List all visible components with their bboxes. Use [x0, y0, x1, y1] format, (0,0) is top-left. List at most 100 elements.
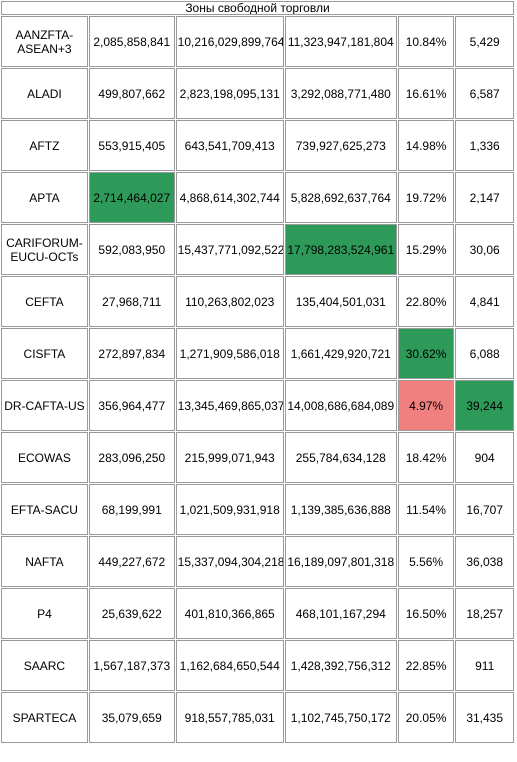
cell: 1,661,429,920,721 [284, 328, 397, 379]
cell: 1,271,909,586,018 [175, 328, 284, 379]
table-row: ALADI 499,807,662 2,823,198,095,131 3,292,0… [1, 68, 514, 119]
cell: 2,085,858,841 [88, 16, 175, 67]
cell: 39,244 [455, 380, 514, 431]
cell: 1,336 [455, 120, 514, 171]
cell: 17,798,283,524,961 [284, 224, 397, 275]
table-row: CISFTA 272,897,834 1,271,909,586,018 1,661,… [1, 328, 514, 379]
cell: 215,999,071,943 [175, 432, 284, 483]
cell: 6,587 [455, 68, 514, 119]
cell: 3,292,088,771,480 [284, 68, 397, 119]
cell: 11.54% [397, 484, 455, 535]
cell: 5,429 [455, 16, 514, 67]
cell: 356,964,477 [88, 380, 175, 431]
cell: 449,227,672 [88, 536, 175, 587]
cell: 2,823,198,095,131 [175, 68, 284, 119]
cell: 110,263,802,023 [175, 276, 284, 327]
cell: 16,707 [455, 484, 514, 535]
cell: 10.84% [397, 16, 455, 67]
title-row: Зоны свободной торговли [1, 1, 514, 15]
table-row: P4 25,639,622 401,810,366,865 468,101,167,2… [1, 588, 514, 639]
cell: 643,541,709,413 [175, 120, 284, 171]
cell: 1,139,385,636,888 [284, 484, 397, 535]
cell: 15.29% [397, 224, 455, 275]
cell: 35,079,659 [88, 692, 175, 743]
cell: 918,557,785,031 [175, 692, 284, 743]
table-row: CEFTA 27,968,711 110,263,802,023 135,404,50… [1, 276, 514, 327]
zone-name: AFTZ [1, 120, 88, 171]
cell: 4,868,614,302,744 [175, 172, 284, 223]
cell: 16,189,097,801,318 [284, 536, 397, 587]
cell: 904 [455, 432, 514, 483]
table-row: DR-CAFTA-US 356,964,477 13,345,469,865,037… [1, 380, 514, 431]
zone-name: ECOWAS [1, 432, 88, 483]
cell: 1,567,187,373 [88, 640, 175, 691]
cell: 739,927,625,273 [284, 120, 397, 171]
cell: 592,083,950 [88, 224, 175, 275]
cell: 5.56% [397, 536, 455, 587]
cell: 22.80% [397, 276, 455, 327]
zone-name: CARIFORUM-EUCU-OCTs [1, 224, 88, 275]
cell: 6,088 [455, 328, 514, 379]
cell: 5,828,692,637,764 [284, 172, 397, 223]
cell: 911 [455, 640, 514, 691]
cell: 27,968,711 [88, 276, 175, 327]
table-row: APTA 2,714,464,027 4,868,614,302,744 5,828,… [1, 172, 514, 223]
cell: 15,337,094,304,218 [175, 536, 284, 587]
cell: 16.50% [397, 588, 455, 639]
cell: 10,216,029,899,764 [175, 16, 284, 67]
cell: 18,257 [455, 588, 514, 639]
zone-name: SAARC [1, 640, 88, 691]
zone-name: APTA [1, 172, 88, 223]
table-title: Зоны свободной торговли [1, 1, 514, 15]
cell: 1,102,745,750,172 [284, 692, 397, 743]
table-row: AANZFTA-ASEAN+3 2,085,858,841 10,216,029,8… [1, 16, 514, 67]
cell: 30.62% [397, 328, 455, 379]
cell: 18.42% [397, 432, 455, 483]
cell: 2,714,464,027 [88, 172, 175, 223]
table-row: ECOWAS 283,096,250 215,999,071,943 255,784,… [1, 432, 514, 483]
trade-table: Зоны свободной торговли AANZFTA-ASEAN+3 2… [0, 0, 515, 744]
table-row: AFTZ 553,915,405 643,541,709,413 739,927,62… [1, 120, 514, 171]
zone-name: CEFTA [1, 276, 88, 327]
cell: 553,915,405 [88, 120, 175, 171]
cell: 1,162,684,650,544 [175, 640, 284, 691]
cell: 30,06 [455, 224, 514, 275]
cell: 31,435 [455, 692, 514, 743]
cell: 255,784,634,128 [284, 432, 397, 483]
cell: 16.61% [397, 68, 455, 119]
cell: 36,038 [455, 536, 514, 587]
cell: 1,021,509,931,918 [175, 484, 284, 535]
cell: 11,323,947,181,804 [284, 16, 397, 67]
table-body: Зоны свободной торговли AANZFTA-ASEAN+3 2… [1, 1, 514, 743]
table-row: CARIFORUM-EUCU-OCTs 592,083,950 15,437,771… [1, 224, 514, 275]
zone-name: SPARTECA [1, 692, 88, 743]
cell: 20.05% [397, 692, 455, 743]
zone-name: ALADI [1, 68, 88, 119]
zone-name: NAFTA [1, 536, 88, 587]
zone-name: CISFTA [1, 328, 88, 379]
cell: 2,147 [455, 172, 514, 223]
zone-name: P4 [1, 588, 88, 639]
cell: 14.98% [397, 120, 455, 171]
cell: 4,841 [455, 276, 514, 327]
cell: 1,428,392,756,312 [284, 640, 397, 691]
cell: 22.85% [397, 640, 455, 691]
cell: 19.72% [397, 172, 455, 223]
cell: 68,199,991 [88, 484, 175, 535]
table-row: NAFTA 449,227,672 15,337,094,304,218 16,189… [1, 536, 514, 587]
table-row: SPARTECA 35,079,659 918,557,785,031 1,102,7… [1, 692, 514, 743]
cell: 468,101,167,294 [284, 588, 397, 639]
cell: 15,437,771,092,522 [175, 224, 284, 275]
zone-name: DR-CAFTA-US [1, 380, 88, 431]
cell: 4.97% [397, 380, 455, 431]
zone-name: AANZFTA-ASEAN+3 [1, 16, 88, 67]
cell: 25,639,622 [88, 588, 175, 639]
cell: 13,345,469,865,037 [175, 380, 284, 431]
cell: 135,404,501,031 [284, 276, 397, 327]
cell: 499,807,662 [88, 68, 175, 119]
table-row: SAARC 1,567,187,373 1,162,684,650,544 1,428… [1, 640, 514, 691]
cell: 401,810,366,865 [175, 588, 284, 639]
cell: 272,897,834 [88, 328, 175, 379]
zone-name: EFTA-SACU [1, 484, 88, 535]
